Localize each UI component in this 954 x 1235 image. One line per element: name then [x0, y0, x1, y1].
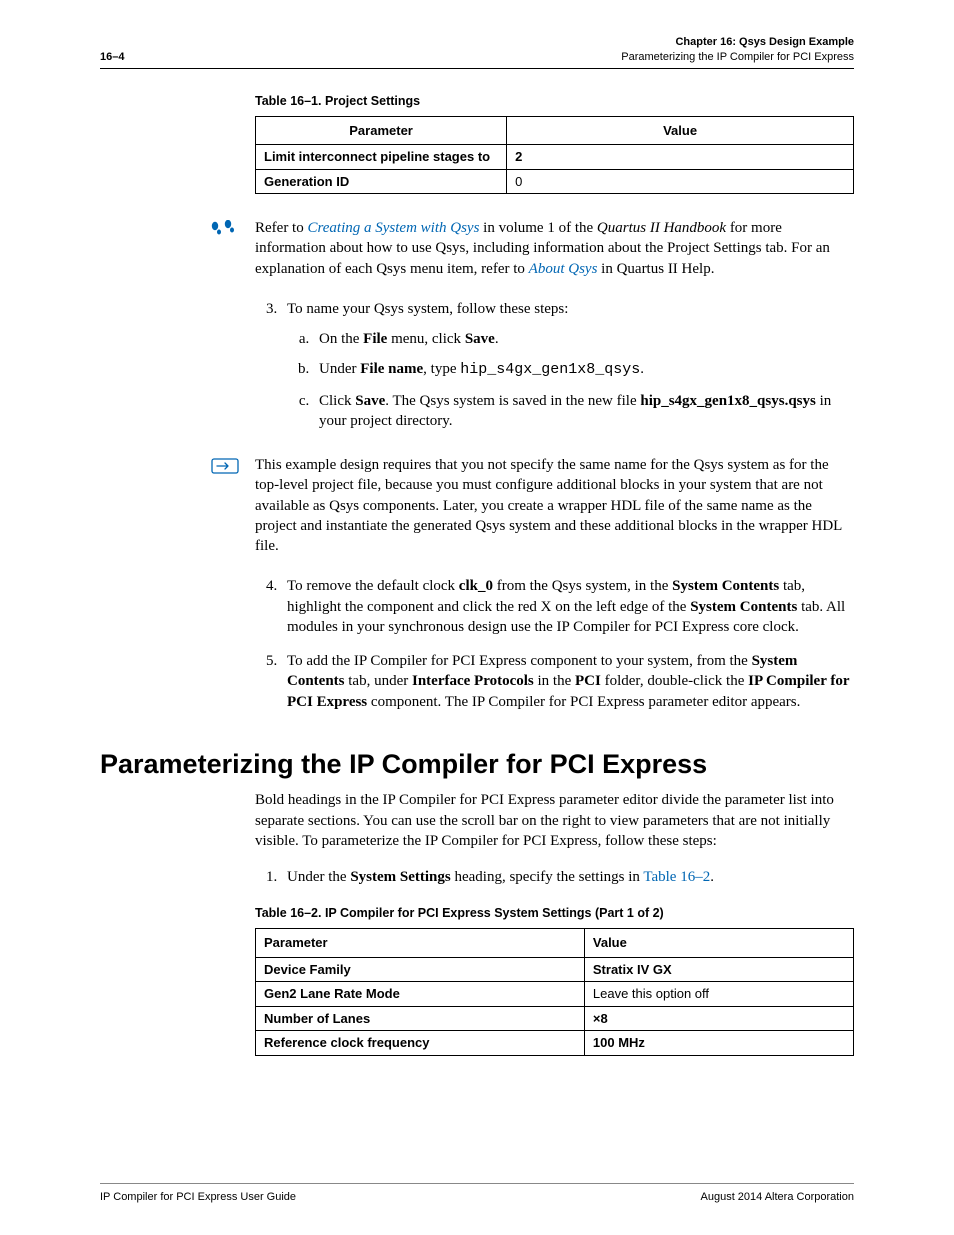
table-row: Parameter Value	[256, 116, 854, 145]
text: .	[640, 361, 644, 377]
text: To remove the default clock	[287, 578, 459, 594]
table-row: Device Family Stratix IV GX	[256, 957, 854, 982]
text: To add the IP Compiler for PCI Express c…	[287, 653, 752, 669]
table-header-cell: Parameter	[256, 929, 585, 958]
table-header-cell: Value	[507, 116, 854, 145]
pointing-hand-icon	[210, 457, 240, 481]
chapter-title: Chapter 16: Qsys Design Example	[621, 35, 854, 50]
table-cell: 0	[507, 169, 854, 194]
steps-list-cont: To remove the default clock clk_0 from t…	[255, 576, 854, 712]
step-3: To name your Qsys system, follow these s…	[281, 299, 854, 431]
table-cell: ×8	[584, 1006, 853, 1031]
text: Under	[319, 361, 360, 377]
text: heading, specify the settings in	[451, 869, 644, 885]
table-cell: Limit interconnect pipeline stages to	[256, 145, 507, 170]
text: .	[710, 869, 714, 885]
page-header: 16–4 Chapter 16: Qsys Design Example Par…	[100, 35, 854, 69]
table-cell: 100 MHz	[584, 1031, 853, 1056]
link-table-16-2[interactable]: Table 16–2	[643, 869, 710, 885]
table-2-caption: Table 16–2. IP Compiler for PCI Express …	[255, 905, 854, 922]
text-bold: PCI	[575, 673, 601, 689]
step-3a: On the File menu, click Save.	[313, 329, 854, 349]
text: Click	[319, 393, 355, 409]
step-3c: Click Save. The Qsys system is saved in …	[313, 391, 854, 432]
table-cell: Generation ID	[256, 169, 507, 194]
table-row: Parameter Value	[256, 929, 854, 958]
text: On the	[319, 331, 363, 347]
table-2: Parameter Value Device Family Stratix IV…	[255, 928, 854, 1056]
text: in the	[534, 673, 575, 689]
page-footer: IP Compiler for PCI Express User Guide A…	[100, 1183, 854, 1205]
table-row: Reference clock frequency 100 MHz	[256, 1031, 854, 1056]
text-mono: hip_s4gx_gen1x8_qsys	[460, 361, 640, 378]
table-cell: 2	[507, 145, 854, 170]
footer-left: IP Compiler for PCI Express User Guide	[100, 1190, 296, 1205]
section-heading: Parameterizing the IP Compiler for PCI E…	[100, 746, 854, 782]
table-row: Generation ID 0	[256, 169, 854, 194]
text-bold: File	[363, 331, 387, 347]
caution-note: This example design requires that you no…	[255, 455, 854, 556]
table-cell: Leave this option off	[584, 982, 853, 1007]
text: tab, under	[345, 673, 412, 689]
table-1: Parameter Value Limit interconnect pipel…	[255, 116, 854, 195]
table-1-caption: Table 16–1. Project Settings	[255, 93, 854, 110]
text: from the Qsys system, in the	[493, 578, 672, 594]
text-bold: System Contents	[672, 578, 779, 594]
section2-step-1: Under the System Settings heading, speci…	[281, 867, 854, 887]
steps-list: To name your Qsys system, follow these s…	[255, 299, 854, 431]
text: in volume 1 of the	[479, 220, 596, 236]
table-row: Gen2 Lane Rate Mode Leave this option of…	[256, 982, 854, 1007]
step-intro: To name your Qsys system, follow these s…	[287, 301, 568, 317]
note-text: This example design requires that you no…	[255, 455, 854, 556]
table-cell: Reference clock frequency	[256, 1031, 585, 1056]
text-bold: Save	[465, 331, 495, 347]
table-row: Limit interconnect pipeline stages to 2	[256, 145, 854, 170]
step-5: To add the IP Compiler for PCI Express c…	[281, 651, 854, 712]
link-about-qsys[interactable]: About Qsys	[529, 261, 598, 277]
text-bold: System Settings	[350, 869, 450, 885]
text: . The Qsys system is saved in the new fi…	[385, 393, 640, 409]
text-bold: clk_0	[459, 578, 493, 594]
text: , type	[423, 361, 460, 377]
footer-right: August 2014 Altera Corporation	[701, 1190, 855, 1205]
text-bold: Interface Protocols	[412, 673, 534, 689]
table-cell: Device Family	[256, 957, 585, 982]
text-bold: System Contents	[690, 599, 797, 615]
text-italic: Quartus II Handbook	[597, 220, 726, 236]
link-creating-system-qsys[interactable]: Creating a System with Qsys	[307, 220, 479, 236]
text: menu, click	[387, 331, 464, 347]
reference-note: Refer to Creating a System with Qsys in …	[255, 218, 854, 279]
page-number: 16–4	[100, 50, 124, 65]
table-header-cell: Value	[584, 929, 853, 958]
text: in Quartus II Help.	[597, 261, 714, 277]
table-cell: Gen2 Lane Rate Mode	[256, 982, 585, 1007]
table-cell: Stratix IV GX	[584, 957, 853, 982]
substeps-list: On the File menu, click Save. Under File…	[287, 329, 854, 431]
section-intro: Bold headings in the IP Compiler for PCI…	[255, 790, 854, 851]
table-cell: Number of Lanes	[256, 1006, 585, 1031]
step-4: To remove the default clock clk_0 from t…	[281, 576, 854, 637]
text: component. The IP Compiler for PCI Expre…	[367, 694, 800, 710]
text-bold: Save	[355, 393, 385, 409]
section2-steps: Under the System Settings heading, speci…	[255, 867, 854, 887]
text: .	[495, 331, 499, 347]
text-bold: File name	[360, 361, 423, 377]
text: folder, double-click the	[601, 673, 748, 689]
chapter-subtitle: Parameterizing the IP Compiler for PCI E…	[621, 50, 854, 65]
text: Under the	[287, 869, 350, 885]
table-row: Number of Lanes ×8	[256, 1006, 854, 1031]
text: Refer to	[255, 220, 307, 236]
text-bold: hip_s4gx_gen1x8_qsys.qsys	[640, 393, 815, 409]
footprints-icon	[210, 220, 240, 236]
table-header-cell: Parameter	[256, 116, 507, 145]
step-3b: Under File name, type hip_s4gx_gen1x8_qs…	[313, 359, 854, 380]
